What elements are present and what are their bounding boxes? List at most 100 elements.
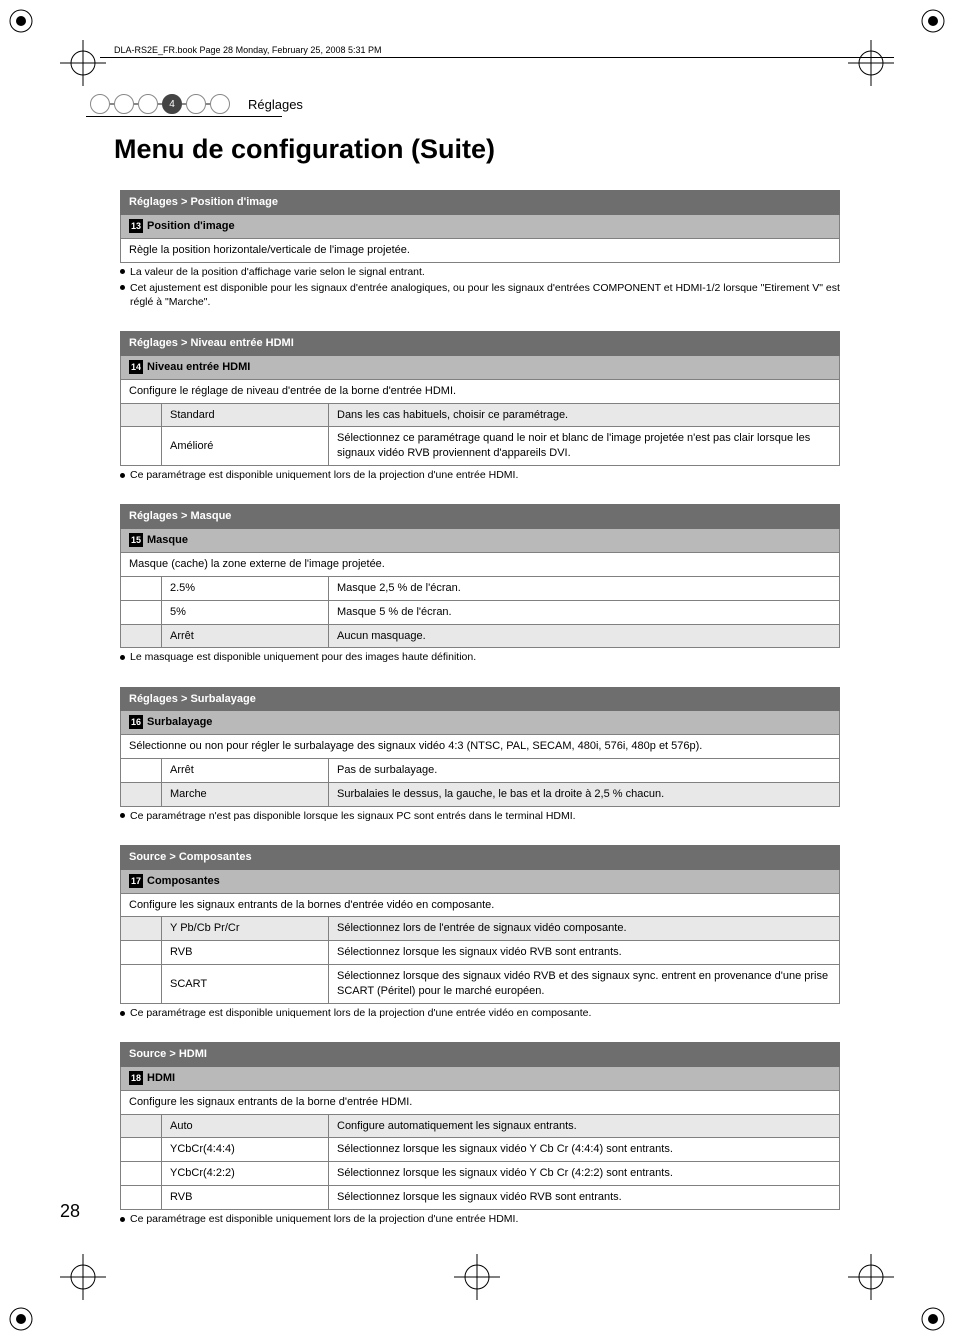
indent-cell <box>121 917 162 941</box>
note-text: La valeur de la position d'affichage var… <box>120 265 840 279</box>
table-description: Configure les signaux entrants de la bor… <box>121 893 840 917</box>
option-row: YCbCr(4:2:2)Sélectionnez lorsque les sig… <box>121 1162 840 1186</box>
page: DLA-RS2E_FR.book Page 28 Monday, Februar… <box>0 0 954 1340</box>
content-area: Réglages > Position d'image13Position d'… <box>120 190 840 1248</box>
option-row: SCARTSélectionnez lorsque des signaux vi… <box>121 965 840 1004</box>
settings-table: Réglages > Position d'image13Position d'… <box>120 190 840 263</box>
step-dot <box>210 94 230 114</box>
registration-mark-icon <box>920 8 946 34</box>
option-description: Configure automatiquement les signaux en… <box>329 1114 840 1138</box>
crosshair-icon <box>60 1254 106 1300</box>
option-row: 2.5%Masque 2,5 % de l'écran. <box>121 576 840 600</box>
option-description: Sélectionnez lors de l'entrée de signaux… <box>329 917 840 941</box>
indent-cell <box>121 427 162 466</box>
table-header: Réglages > Surbalayage <box>121 687 840 711</box>
option-row: YCbCr(4:4:4)Sélectionnez lorsque les sig… <box>121 1138 840 1162</box>
note-text: Ce paramétrage n'est pas disponible lors… <box>120 809 840 823</box>
page-title: Menu de configuration (Suite) <box>114 134 495 165</box>
note-text: Ce paramétrage est disponible uniquement… <box>120 468 840 482</box>
table-header: Source > HDMI <box>121 1042 840 1066</box>
option-label: 5% <box>162 600 329 624</box>
table-header: Réglages > Masque <box>121 505 840 529</box>
settings-table: Source > HDMI18HDMIConfigure les signaux… <box>120 1042 840 1210</box>
option-label: Y Pb/Cb Pr/Cr <box>162 917 329 941</box>
table-subheader: 16 Surbalayage <box>121 711 840 735</box>
option-description: Sélectionnez ce paramétrage quand le noi… <box>329 427 840 466</box>
option-row: ArrêtPas de surbalayage. <box>121 759 840 783</box>
option-label: YCbCr(4:2:2) <box>162 1162 329 1186</box>
section-gap <box>120 1226 840 1248</box>
steps-label: Réglages <box>248 97 303 112</box>
settings-table: Réglages > Niveau entrée HDMI14Niveau en… <box>120 331 840 466</box>
option-description: Sélectionnez lorsque les signaux vidéo R… <box>329 1186 840 1210</box>
note-text: Ce paramétrage est disponible uniquement… <box>120 1212 840 1226</box>
option-label: RVB <box>162 1186 329 1210</box>
table-description: Configure les signaux entrants de la bor… <box>121 1090 840 1114</box>
option-label: RVB <box>162 941 329 965</box>
settings-table: Réglages > Surbalayage 16 Surbalayage Sélec… <box>120 687 840 807</box>
section-gap <box>120 1020 840 1042</box>
subheader-label: HDMI <box>147 1072 175 1084</box>
option-row: RVBSélectionnez lorsque les signaux vidé… <box>121 941 840 965</box>
settings-table: Réglages > Masque15MasqueMasque (cache) … <box>120 504 840 648</box>
option-label: Amélioré <box>162 427 329 466</box>
indent-cell <box>121 600 162 624</box>
option-row: AutoConfigure automatiquement les signau… <box>121 1114 840 1138</box>
option-row: RVBSélectionnez lorsque les signaux vidé… <box>121 1186 840 1210</box>
table-description: Sélectionne ou non pour régler le surbal… <box>121 735 840 759</box>
table-subheader: 15Masque <box>121 529 840 553</box>
indent-cell <box>121 1162 162 1186</box>
option-label: Auto <box>162 1114 329 1138</box>
option-description: Sélectionnez lorsque les signaux vidéo Y… <box>329 1138 840 1162</box>
subheader-label: Surbalayage <box>147 716 212 728</box>
registration-mark-icon <box>920 1306 946 1332</box>
item-number-icon: 16 <box>129 715 143 729</box>
subheader-label: Position d'image <box>147 220 235 232</box>
option-row: Y Pb/Cb Pr/CrSélectionnez lors de l'entr… <box>121 917 840 941</box>
option-description: Surbalaies le dessus, la gauche, le bas … <box>329 782 840 806</box>
step-dot <box>90 94 110 114</box>
indent-cell <box>121 576 162 600</box>
option-row: MarcheSurbalaies le dessus, la gauche, l… <box>121 782 840 806</box>
section-gap <box>120 482 840 504</box>
option-description: Sélectionnez lorsque des signaux vidéo R… <box>329 965 840 1004</box>
table-header: Source > Composantes <box>121 845 840 869</box>
option-row: ArrêtAucun masquage. <box>121 624 840 648</box>
crosshair-icon <box>848 40 894 86</box>
note-text: Ce paramétrage est disponible uniquement… <box>120 1006 840 1020</box>
table-header: Réglages > Niveau entrée HDMI <box>121 332 840 356</box>
indent-cell <box>121 759 162 783</box>
book-header: DLA-RS2E_FR.book Page 28 Monday, Februar… <box>110 45 385 55</box>
option-description: Aucun masquage. <box>329 624 840 648</box>
step-dot-active: 4 <box>162 94 182 114</box>
header-rule <box>100 57 894 58</box>
indent-cell <box>121 624 162 648</box>
table-subheader: 14Niveau entrée HDMI <box>121 355 840 379</box>
section-gap <box>120 665 840 687</box>
option-label: Arrêt <box>162 759 329 783</box>
option-row: 5%Masque 5 % de l'écran. <box>121 600 840 624</box>
note-text: Cet ajustement est disponible pour les s… <box>120 281 840 309</box>
table-header: Réglages > Position d'image <box>121 191 840 215</box>
option-description: Dans les cas habituels, choisir ce param… <box>329 403 840 427</box>
subheader-label: Niveau entrée HDMI <box>147 361 250 373</box>
section-gap <box>120 309 840 331</box>
indent-cell <box>121 1186 162 1210</box>
registration-mark-icon <box>8 1306 34 1332</box>
option-label: SCART <box>162 965 329 1004</box>
option-row: AmélioréSélectionnez ce paramétrage quan… <box>121 427 840 466</box>
table-description: Règle la position horizontale/verticale … <box>121 238 840 262</box>
option-description: Masque 5 % de l'écran. <box>329 600 840 624</box>
table-description: Masque (cache) la zone externe de l'imag… <box>121 552 840 576</box>
option-label: YCbCr(4:4:4) <box>162 1138 329 1162</box>
subheader-label: Masque <box>147 534 188 546</box>
step-dot <box>114 94 134 114</box>
table-description: Configure le réglage de niveau d'entrée … <box>121 379 840 403</box>
option-row: StandardDans les cas habituels, choisir … <box>121 403 840 427</box>
indent-cell <box>121 782 162 806</box>
option-description: Pas de surbalayage. <box>329 759 840 783</box>
crosshair-icon <box>454 1254 500 1300</box>
option-label: Arrêt <box>162 624 329 648</box>
option-label: Marche <box>162 782 329 806</box>
step-dot <box>138 94 158 114</box>
